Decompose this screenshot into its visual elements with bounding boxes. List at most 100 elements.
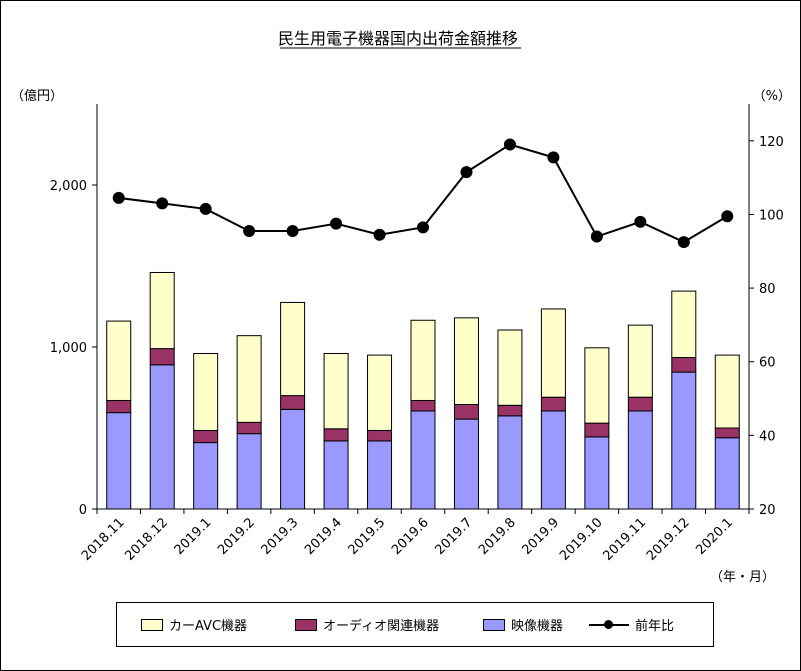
yoy-point xyxy=(547,151,560,164)
right-axis-unit: （%） xyxy=(753,89,791,104)
right-tick-label: 60 xyxy=(759,356,776,371)
bar-audio xyxy=(323,428,349,442)
legend: カーAVC機器 オーディオ関連機器 映像機器 前年比 xyxy=(116,602,714,647)
yoy-point xyxy=(460,166,473,179)
yoy-point xyxy=(199,202,212,215)
x-tick-label: 2019.9 xyxy=(519,515,562,558)
legend-label-audio: オーディオ関連機器 xyxy=(323,619,440,634)
bar-video xyxy=(584,436,610,510)
right-tick-label: 40 xyxy=(759,429,776,444)
bar-video xyxy=(627,410,653,510)
yoy-point xyxy=(330,217,343,230)
bar-audio xyxy=(280,395,306,410)
legend-label-yoy: 前年比 xyxy=(635,619,675,634)
right-tick-label: 80 xyxy=(759,282,776,297)
yoy-point xyxy=(373,228,386,241)
x-tick-label: 2019.4 xyxy=(302,515,345,558)
yoy-point xyxy=(286,225,299,238)
bar-audio xyxy=(714,427,740,439)
bar-audio xyxy=(236,421,262,435)
legend-swatch-car-avc xyxy=(141,618,163,631)
chart-title: 民生用電子機器国内出荷金額推移 xyxy=(278,29,518,48)
left-tick-label: 1,000 xyxy=(50,341,87,356)
yoy-point xyxy=(243,225,256,238)
bar-video xyxy=(497,415,523,510)
yoy-point xyxy=(721,210,734,223)
bar-car-avc xyxy=(540,308,566,398)
bar-audio xyxy=(584,422,610,438)
bar-audio xyxy=(106,399,132,414)
x-tick-label: 2020.1 xyxy=(693,515,736,558)
legend-item-video: 映像機器 xyxy=(483,615,563,634)
bar-car-avc xyxy=(280,301,306,397)
bar-video xyxy=(323,440,349,510)
bar-video xyxy=(453,418,479,510)
bar-audio xyxy=(453,404,479,420)
x-tick-label: 2019.10 xyxy=(557,515,606,564)
bar-car-avc xyxy=(367,354,393,431)
yoy-point xyxy=(677,236,690,249)
bar-car-avc xyxy=(584,347,610,424)
left-axis-unit: （億円） xyxy=(11,88,63,104)
bar-video xyxy=(671,371,697,510)
legend-label-video: 映像機器 xyxy=(511,619,564,634)
x-tick-label: 2018.12 xyxy=(122,515,171,564)
bar-video xyxy=(106,412,132,510)
legend-swatch-audio xyxy=(295,618,317,631)
yoy-point xyxy=(112,191,125,204)
bar-car-avc xyxy=(236,335,262,423)
x-tick-label: 2019.2 xyxy=(215,515,258,558)
bar-car-avc xyxy=(453,317,479,406)
x-tick-label: 2019.5 xyxy=(346,515,389,558)
bar-car-avc xyxy=(410,319,436,401)
bar-audio xyxy=(410,399,436,412)
bar-video xyxy=(149,364,175,510)
x-tick-label: 2019.6 xyxy=(389,515,432,558)
x-tick-label: 2019.11 xyxy=(601,515,650,564)
bar-video xyxy=(236,433,262,510)
yoy-point xyxy=(634,215,647,228)
bar-audio xyxy=(540,396,566,412)
right-tick-label: 100 xyxy=(759,208,784,223)
bar-audio xyxy=(671,357,697,373)
right-tick-label: 120 xyxy=(759,135,784,150)
x-axis-unit: （年・月） xyxy=(710,570,775,585)
legend-item-car-avc: カーAVC機器 xyxy=(141,615,247,634)
legend-item-yoy: 前年比 xyxy=(589,615,674,634)
left-tick-label: 0 xyxy=(79,503,87,518)
x-tick-label: 2018.11 xyxy=(79,515,128,564)
x-tick-label: 2019.1 xyxy=(172,515,215,558)
right-tick-label: 20 xyxy=(759,503,776,518)
bar-audio xyxy=(367,429,393,442)
bar-video xyxy=(280,408,306,510)
x-tick-label: 2019.7 xyxy=(433,515,476,558)
bar-audio xyxy=(193,429,219,444)
yoy-point xyxy=(503,138,516,151)
legend-line-yoy xyxy=(589,619,629,630)
legend-item-audio: オーディオ関連機器 xyxy=(295,615,439,634)
legend-swatch-video xyxy=(483,618,505,631)
yoy-point xyxy=(417,221,429,234)
bar-car-avc xyxy=(149,271,175,350)
bar-video xyxy=(367,440,393,510)
x-tick-label: 2019.3 xyxy=(259,515,302,558)
x-tick-label: 2019.8 xyxy=(476,515,519,558)
bar-video xyxy=(714,437,740,510)
yoy-point xyxy=(590,230,603,243)
bar-audio xyxy=(627,396,653,412)
x-tick-label: 2019.12 xyxy=(644,515,693,564)
bar-car-avc xyxy=(671,290,697,359)
bar-audio xyxy=(497,404,523,417)
bar-car-avc xyxy=(627,324,653,398)
bar-car-avc xyxy=(323,352,349,430)
legend-label-car-avc: カーAVC機器 xyxy=(169,619,248,634)
yoy-point xyxy=(156,197,169,210)
bar-audio xyxy=(149,348,175,366)
bar-car-avc xyxy=(714,354,740,429)
bar-car-avc xyxy=(497,329,523,406)
bar-video xyxy=(410,410,436,510)
bar-video xyxy=(540,410,566,510)
